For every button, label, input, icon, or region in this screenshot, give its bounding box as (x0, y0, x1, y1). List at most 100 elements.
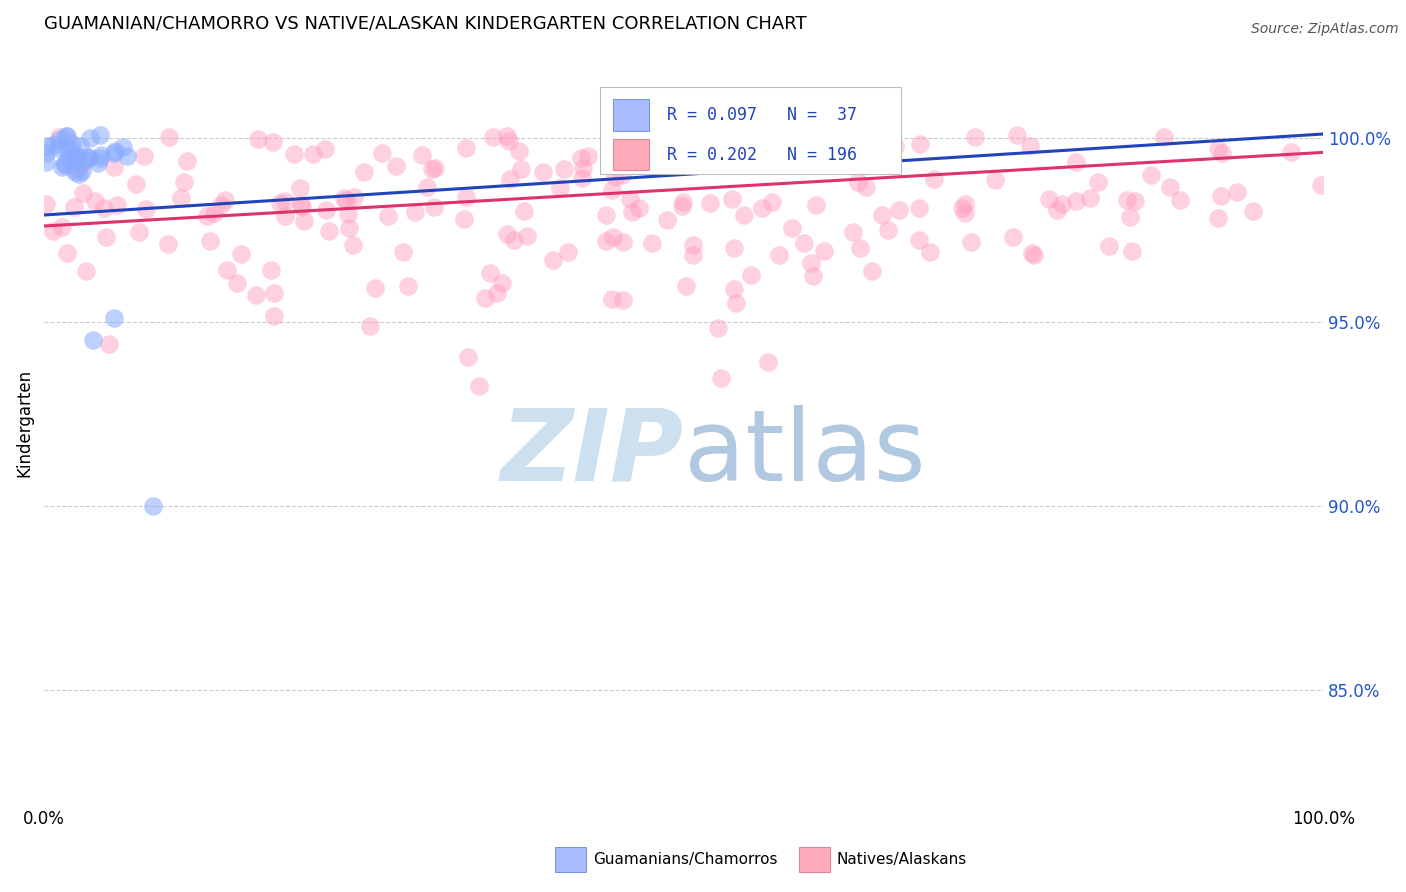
Point (533, 165, 555, 179)
Point (813, 244, 835, 259)
Point (173, 175, 195, 189)
Point (1078, 191, 1101, 205)
Point (553, 161, 575, 176)
Point (1168, 194, 1191, 208)
Point (908, 202, 931, 216)
Point (600, 183, 623, 197)
Point (156, 236, 179, 251)
Point (671, 199, 693, 213)
Point (404, 205, 426, 219)
Point (699, 196, 721, 211)
Point (226, 276, 249, 290)
Point (98, 336, 121, 351)
Point (855, 179, 877, 194)
Point (290, 180, 312, 194)
Point (263, 286, 285, 301)
Point (48, 133, 70, 147)
Point (1121, 244, 1143, 259)
Point (70, 158, 93, 172)
Point (1123, 194, 1146, 208)
Point (1119, 211, 1142, 225)
Point (733, 208, 755, 222)
Point (425, 161, 447, 175)
Point (569, 151, 592, 165)
Point (371, 146, 394, 161)
Bar (613, 99, 650, 130)
Point (682, 248, 704, 262)
Point (595, 234, 617, 248)
Point (69, 139, 91, 153)
Point (870, 208, 893, 222)
Point (918, 244, 941, 259)
Point (1211, 146, 1233, 161)
Point (963, 129, 986, 144)
Point (55, 144, 77, 158)
Text: R = 0.097   N =  37: R = 0.097 N = 37 (666, 106, 858, 124)
Point (603, 169, 626, 184)
Point (214, 194, 236, 208)
Text: Source: ZipAtlas.com: Source: ZipAtlas.com (1251, 22, 1399, 37)
Point (353, 165, 375, 179)
Point (415, 180, 437, 194)
Point (499, 172, 522, 186)
Point (364, 281, 387, 295)
Point (571, 170, 593, 185)
Point (342, 238, 364, 252)
Point (262, 136, 284, 150)
Point (1279, 145, 1302, 159)
Point (66, 149, 89, 163)
Point (516, 228, 538, 243)
Point (1140, 168, 1163, 182)
Point (82, 333, 104, 347)
Point (692, 131, 714, 145)
Point (1098, 238, 1121, 252)
Y-axis label: Kindergarten: Kindergarten (15, 369, 32, 477)
Point (1087, 175, 1109, 189)
Point (513, 203, 536, 218)
Point (128, 226, 150, 240)
Point (454, 141, 477, 155)
Point (842, 225, 865, 239)
Text: Guamanians/Chamorros: Guamanians/Chamorros (593, 853, 778, 867)
Point (195, 209, 218, 223)
Point (117, 149, 139, 163)
Point (486, 286, 509, 301)
Point (675, 279, 697, 293)
Point (34, 155, 56, 169)
Point (343, 190, 366, 204)
Point (209, 198, 232, 212)
Point (292, 213, 315, 227)
Point (1066, 155, 1088, 169)
Point (491, 277, 513, 291)
Point (541, 252, 564, 267)
Point (89, 128, 111, 143)
Point (157, 129, 180, 144)
Point (627, 201, 650, 215)
Point (751, 201, 773, 215)
Point (725, 295, 748, 310)
Point (508, 144, 530, 158)
Point (1225, 186, 1247, 200)
Point (59, 150, 82, 164)
Point (34, 146, 56, 161)
Point (48, 129, 70, 144)
Point (63, 165, 86, 179)
Text: atlas: atlas (683, 405, 925, 501)
Point (721, 139, 744, 153)
Point (619, 192, 641, 206)
Point (125, 177, 148, 191)
Point (860, 264, 883, 278)
Point (1052, 197, 1074, 211)
Point (953, 206, 976, 220)
Point (595, 208, 617, 222)
Point (711, 132, 734, 146)
Point (804, 197, 827, 211)
Point (142, 499, 165, 513)
Point (610, 168, 633, 182)
Point (67, 168, 90, 182)
Point (1206, 211, 1229, 225)
Text: R = 0.202   N = 196: R = 0.202 N = 196 (666, 146, 858, 164)
Point (456, 190, 478, 204)
Point (496, 227, 519, 241)
Point (600, 292, 623, 306)
